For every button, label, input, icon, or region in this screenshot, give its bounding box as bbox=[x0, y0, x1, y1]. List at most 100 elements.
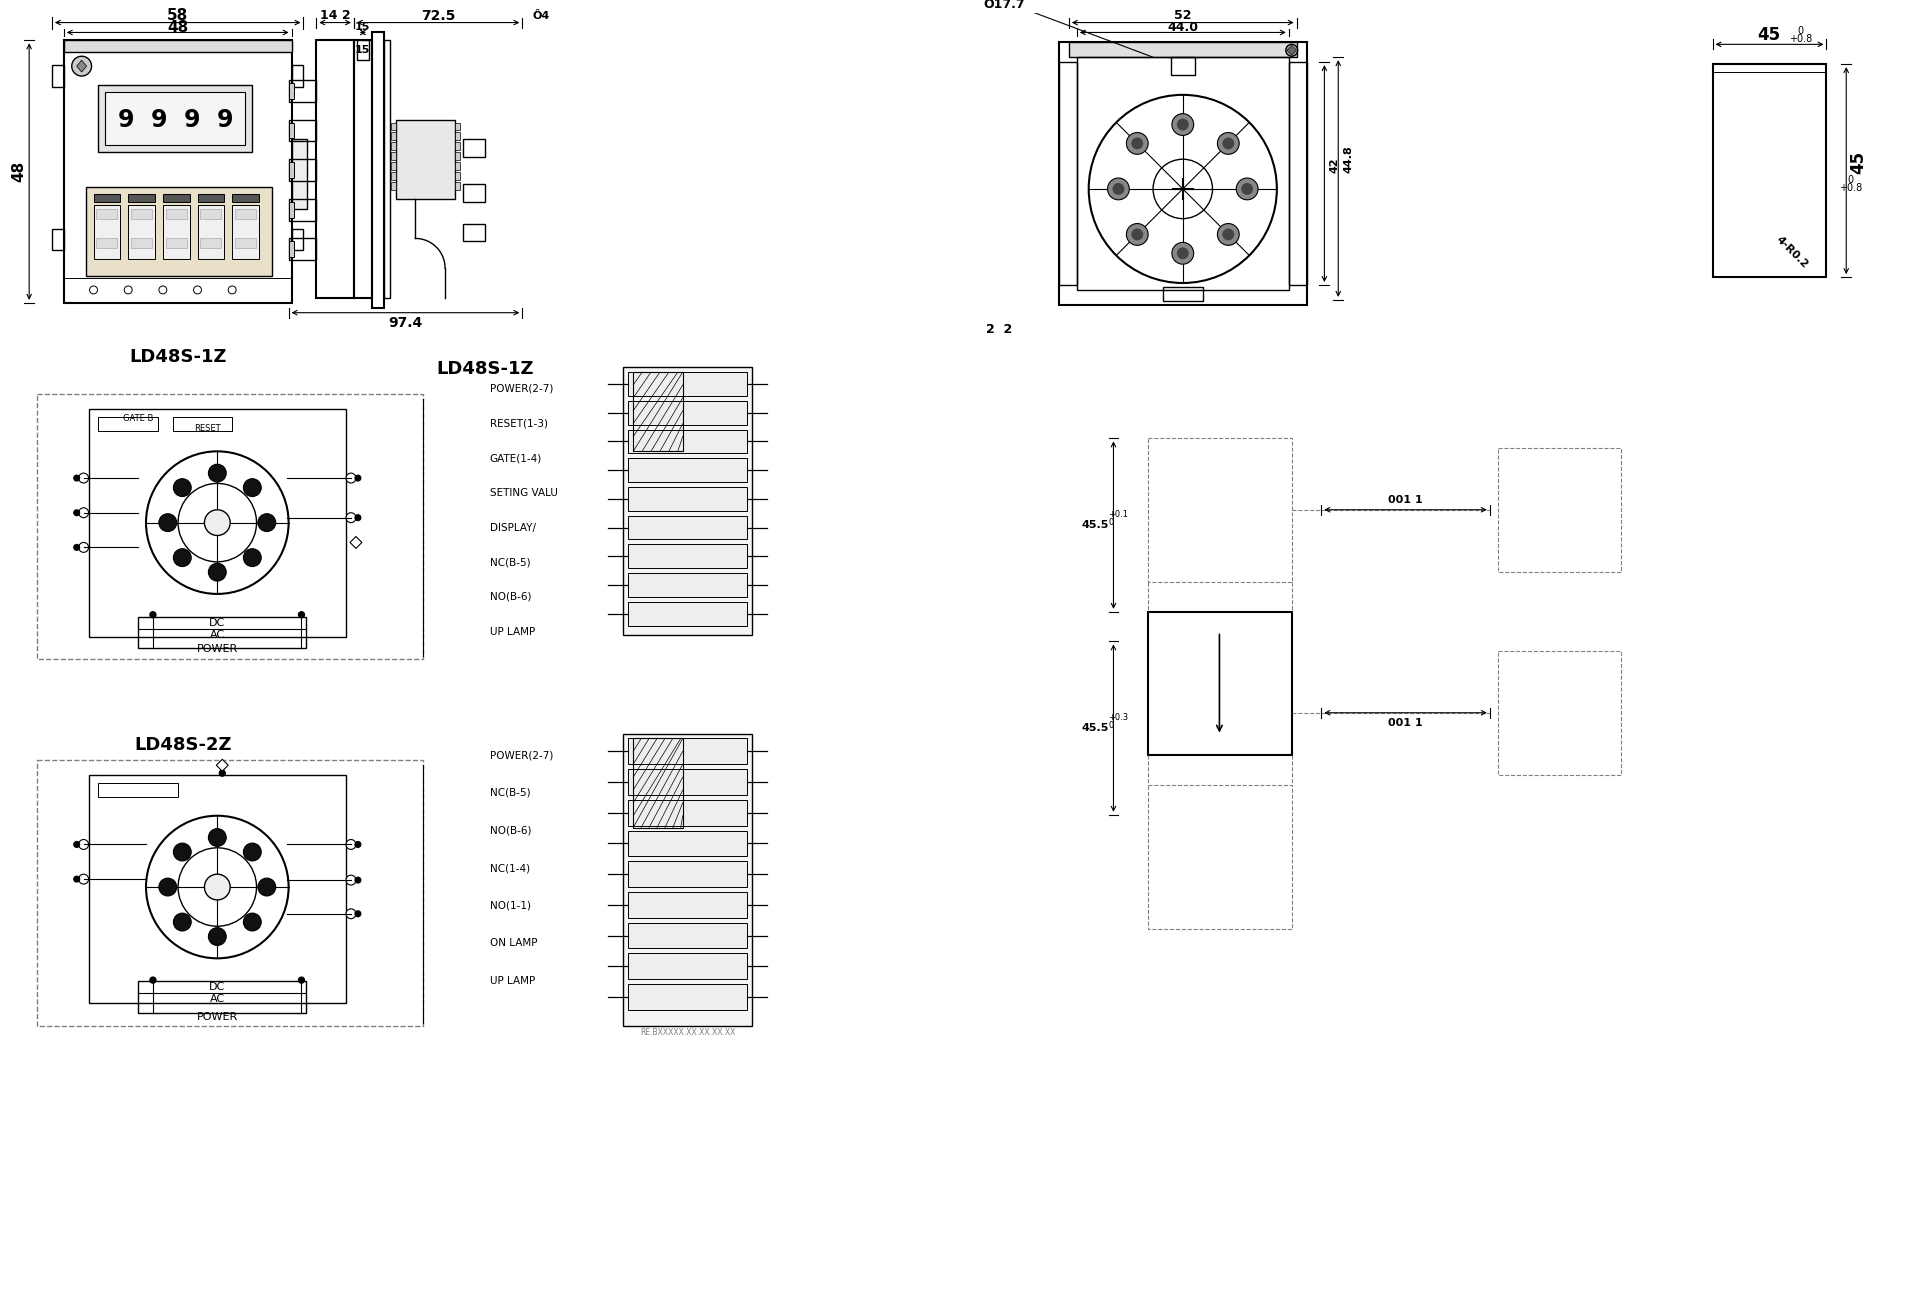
Bar bbox=[289, 202, 293, 218]
Circle shape bbox=[1130, 137, 1144, 149]
Bar bbox=[96, 209, 117, 219]
Circle shape bbox=[209, 928, 226, 946]
Bar bbox=[391, 172, 395, 180]
Bar bbox=[1163, 286, 1203, 301]
Bar bbox=[167, 238, 186, 249]
Text: 45: 45 bbox=[1757, 26, 1780, 44]
Circle shape bbox=[1217, 132, 1240, 154]
Circle shape bbox=[354, 841, 360, 848]
Bar bbox=[628, 862, 747, 886]
Bar bbox=[201, 209, 220, 219]
Bar bbox=[98, 783, 178, 797]
Text: 001 1: 001 1 bbox=[1389, 495, 1424, 505]
Bar bbox=[88, 408, 347, 636]
Text: 14 2: 14 2 bbox=[320, 9, 351, 22]
Bar bbox=[289, 198, 316, 220]
Circle shape bbox=[259, 879, 276, 896]
Text: 48: 48 bbox=[167, 19, 188, 35]
Bar bbox=[1060, 43, 1307, 305]
Bar bbox=[138, 617, 307, 648]
Text: NO(B-6): NO(B-6) bbox=[490, 826, 531, 836]
Text: POWER(2-7): POWER(2-7) bbox=[490, 384, 554, 394]
Text: DC: DC bbox=[209, 982, 226, 991]
Text: GATE(1-4): GATE(1-4) bbox=[490, 454, 542, 463]
Bar bbox=[88, 775, 347, 1003]
Polygon shape bbox=[217, 759, 228, 771]
Circle shape bbox=[209, 464, 226, 482]
Circle shape bbox=[71, 56, 92, 76]
Bar bbox=[130, 238, 151, 249]
Bar bbox=[289, 83, 293, 98]
Text: LD48S-1Z: LD48S-1Z bbox=[437, 360, 533, 378]
Text: DC: DC bbox=[209, 618, 226, 627]
Bar bbox=[63, 40, 291, 52]
Text: POWER: POWER bbox=[197, 1012, 238, 1021]
Text: NC(B-5): NC(B-5) bbox=[490, 557, 531, 568]
Text: RESET(1-3): RESET(1-3) bbox=[490, 419, 548, 429]
Bar bbox=[454, 172, 460, 180]
Text: +0.8: +0.8 bbox=[1790, 35, 1813, 44]
Circle shape bbox=[79, 543, 88, 552]
Circle shape bbox=[209, 828, 226, 846]
Bar bbox=[372, 32, 383, 307]
Bar bbox=[1148, 438, 1291, 582]
Bar bbox=[289, 123, 293, 139]
Circle shape bbox=[149, 612, 155, 618]
Polygon shape bbox=[351, 537, 362, 548]
Bar bbox=[197, 194, 224, 202]
Circle shape bbox=[299, 612, 305, 618]
Bar bbox=[236, 209, 257, 219]
Circle shape bbox=[354, 515, 360, 521]
Text: DISPLAY/: DISPLAY/ bbox=[490, 522, 536, 533]
Text: UP LAMP: UP LAMP bbox=[490, 976, 535, 986]
Text: NO(B-6): NO(B-6) bbox=[490, 592, 531, 601]
Circle shape bbox=[243, 478, 261, 496]
Bar bbox=[163, 205, 190, 259]
Bar bbox=[128, 194, 155, 202]
Bar bbox=[454, 181, 460, 191]
Bar bbox=[94, 205, 121, 259]
Circle shape bbox=[1127, 223, 1148, 245]
Bar bbox=[291, 140, 307, 209]
Text: 42: 42 bbox=[1330, 157, 1339, 174]
Bar bbox=[464, 140, 485, 157]
Circle shape bbox=[79, 875, 88, 884]
Circle shape bbox=[347, 908, 356, 919]
Circle shape bbox=[1173, 242, 1194, 264]
Circle shape bbox=[79, 508, 88, 517]
Bar bbox=[454, 162, 460, 170]
Text: 0: 0 bbox=[1109, 518, 1113, 527]
Bar bbox=[289, 159, 316, 181]
Bar bbox=[454, 123, 460, 131]
Bar bbox=[628, 770, 747, 794]
Bar bbox=[354, 40, 372, 298]
Bar bbox=[36, 761, 423, 1025]
Bar bbox=[628, 372, 747, 395]
Circle shape bbox=[354, 877, 360, 883]
Bar bbox=[391, 153, 395, 161]
Bar bbox=[36, 394, 423, 660]
Text: 15: 15 bbox=[354, 45, 370, 56]
Bar bbox=[105, 92, 245, 145]
Text: RE.BXXXXX.XX.XX.XX.XX: RE.BXXXXX.XX.XX.XX.XX bbox=[640, 1028, 736, 1037]
Bar bbox=[628, 400, 747, 425]
Bar bbox=[289, 162, 293, 178]
Bar bbox=[1171, 57, 1196, 75]
Bar bbox=[1148, 785, 1291, 929]
Circle shape bbox=[243, 548, 261, 566]
Bar bbox=[1077, 57, 1289, 290]
Text: 15: 15 bbox=[354, 22, 370, 31]
Text: 0: 0 bbox=[1847, 175, 1853, 185]
Text: 45: 45 bbox=[1849, 150, 1866, 174]
Text: 52: 52 bbox=[1175, 9, 1192, 22]
Bar bbox=[628, 800, 747, 826]
Circle shape bbox=[347, 840, 356, 849]
Bar bbox=[163, 194, 190, 202]
Bar bbox=[383, 40, 389, 298]
Circle shape bbox=[209, 564, 226, 581]
Bar bbox=[1498, 652, 1621, 775]
Text: GATE B: GATE B bbox=[123, 415, 153, 424]
Bar bbox=[289, 241, 293, 257]
Bar bbox=[1498, 448, 1621, 572]
Circle shape bbox=[205, 875, 230, 899]
